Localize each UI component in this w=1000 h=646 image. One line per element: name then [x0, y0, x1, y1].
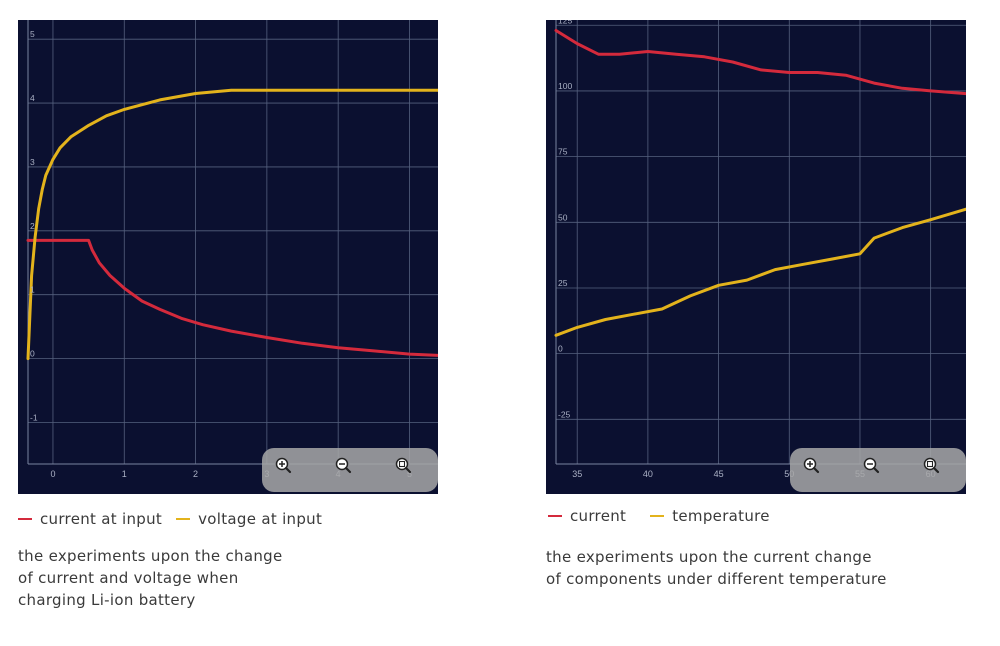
legend-item-voltage-at-input: voltage at input	[176, 510, 322, 528]
zoom-out-button[interactable]	[335, 457, 352, 474]
zoom-out-button[interactable]	[863, 457, 880, 474]
legend-label: current	[570, 507, 627, 525]
zoom-reset-button[interactable]	[923, 457, 940, 474]
y-tick-label: 4	[30, 93, 35, 103]
zoom-reset-icon	[395, 457, 412, 474]
x-tick-label: 1	[122, 469, 127, 479]
caption-line: the experiments upon the change	[18, 547, 283, 565]
x-tick-label: 35	[572, 469, 582, 479]
series-line	[554, 29, 966, 96]
x-tick-label: 40	[643, 469, 653, 479]
series-line	[554, 207, 966, 337]
chart-background	[18, 20, 438, 494]
grid	[556, 20, 966, 464]
zoom-in-icon	[803, 457, 820, 474]
y-tick-label: 50	[558, 212, 568, 222]
zoom-out-icon	[335, 457, 352, 474]
zoom-control-panel	[262, 448, 438, 492]
left-chart: -1012345012345	[18, 20, 438, 494]
y-tick-label: 75	[558, 147, 568, 157]
zoom-reset-icon	[923, 457, 940, 474]
y-tick-label: 1	[30, 285, 35, 295]
y-tick-label: 3	[30, 157, 35, 167]
y-tick-label: 2	[30, 221, 35, 231]
chart-background	[546, 20, 966, 494]
legend-swatch-temperature	[650, 515, 665, 517]
right-chart: -250255075100125354045505560	[546, 20, 966, 494]
y-tick-label: 25	[558, 278, 568, 288]
caption-line: charging Li-ion battery	[18, 591, 196, 609]
zoom-control-panel	[790, 448, 966, 492]
y-tick-label: 0	[30, 349, 35, 359]
y-tick-label: 125	[558, 20, 572, 25]
legend-swatch-current	[18, 518, 32, 520]
x-tick-label: 0	[50, 469, 55, 479]
y-tick-label: 5	[30, 29, 35, 39]
legend-item-temperature: temperature	[650, 507, 770, 525]
legend-swatch-current	[548, 515, 562, 517]
y-tick-label: -1	[30, 412, 38, 422]
right-caption: the experiments upon the current change …	[546, 546, 887, 590]
left-legend: current at input voltage at input	[18, 510, 336, 528]
y-tick-label: 0	[558, 344, 563, 354]
y-tick-label: -25	[558, 409, 571, 419]
right-legend: current temperature	[548, 507, 784, 525]
legend-label: current at input	[40, 510, 163, 528]
series-line	[26, 238, 438, 357]
zoom-reset-button[interactable]	[395, 457, 412, 474]
x-tick-label: 45	[714, 469, 724, 479]
legend-swatch-voltage	[176, 518, 191, 520]
x-tick-label: 50	[784, 469, 794, 479]
series-line	[26, 88, 438, 361]
zoom-panel-background	[790, 448, 966, 492]
caption-line: of components under different temperatur…	[546, 570, 887, 588]
zoom-in-button[interactable]	[803, 457, 820, 474]
legend-label: temperature	[672, 507, 770, 525]
x-tick-label: 2	[193, 469, 198, 479]
zoom-out-icon	[863, 457, 880, 474]
legend-label: voltage at input	[198, 510, 323, 528]
zoom-in-icon	[275, 457, 292, 474]
caption-line: the experiments upon the current change	[546, 548, 872, 566]
zoom-panel-background	[262, 448, 438, 492]
legend-item-current: current	[548, 507, 626, 525]
zoom-in-button[interactable]	[275, 457, 292, 474]
y-tick-label: 100	[558, 81, 572, 91]
left-caption: the experiments upon the change of curre…	[18, 545, 283, 611]
legend-item-current-at-input: current at input	[18, 510, 162, 528]
caption-line: of current and voltage when	[18, 569, 239, 587]
